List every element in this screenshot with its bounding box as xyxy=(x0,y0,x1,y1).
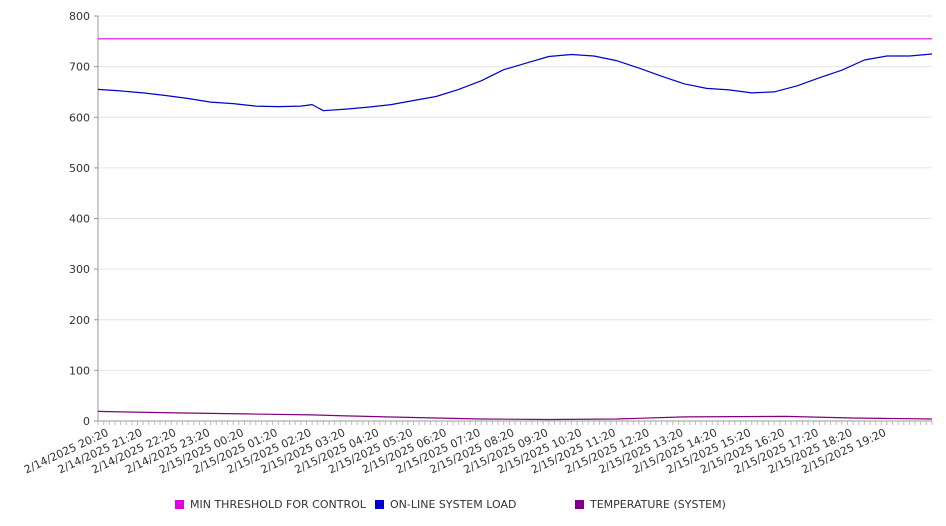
legend-item-min-threshold[interactable]: MIN THRESHOLD FOR CONTROL xyxy=(175,498,366,511)
y-tick-label: 600 xyxy=(69,111,90,124)
y-tick-label: 800 xyxy=(69,10,90,23)
y-tick-label: 400 xyxy=(69,213,90,226)
y-tick-label: 100 xyxy=(69,364,90,377)
gridlines xyxy=(98,15,932,371)
legend: MIN THRESHOLD FOR CONTROL ON-LINE SYSTEM… xyxy=(0,498,946,514)
y-tick-label: 0 xyxy=(83,415,90,428)
legend-swatch xyxy=(175,500,184,509)
legend-label: MIN THRESHOLD FOR CONTROL xyxy=(190,498,366,511)
y-tick-label: 500 xyxy=(69,162,90,175)
legend-label: ON-LINE SYSTEM LOAD xyxy=(390,498,517,511)
axes xyxy=(97,16,933,425)
series-line-system-load xyxy=(97,53,933,112)
y-axis-ticks: 0 100 200 300 400 500 600 700 800 xyxy=(69,10,98,428)
legend-swatch xyxy=(375,500,384,509)
y-tick-label: 200 xyxy=(69,314,90,327)
legend-label: TEMPERATURE (SYSTEM) xyxy=(590,498,726,511)
x-axis-ticks: 2/14/2025 20:202/14/2025 21:202/14/2025 … xyxy=(22,426,888,476)
y-tick-label: 700 xyxy=(69,61,90,74)
series-line-temperature xyxy=(97,410,933,421)
legend-item-temperature[interactable]: TEMPERATURE (SYSTEM) xyxy=(575,498,726,511)
legend-item-system-load[interactable]: ON-LINE SYSTEM LOAD xyxy=(375,498,516,511)
legend-swatch xyxy=(575,500,584,509)
y-tick-label: 300 xyxy=(69,263,90,276)
series-lines xyxy=(97,38,933,421)
